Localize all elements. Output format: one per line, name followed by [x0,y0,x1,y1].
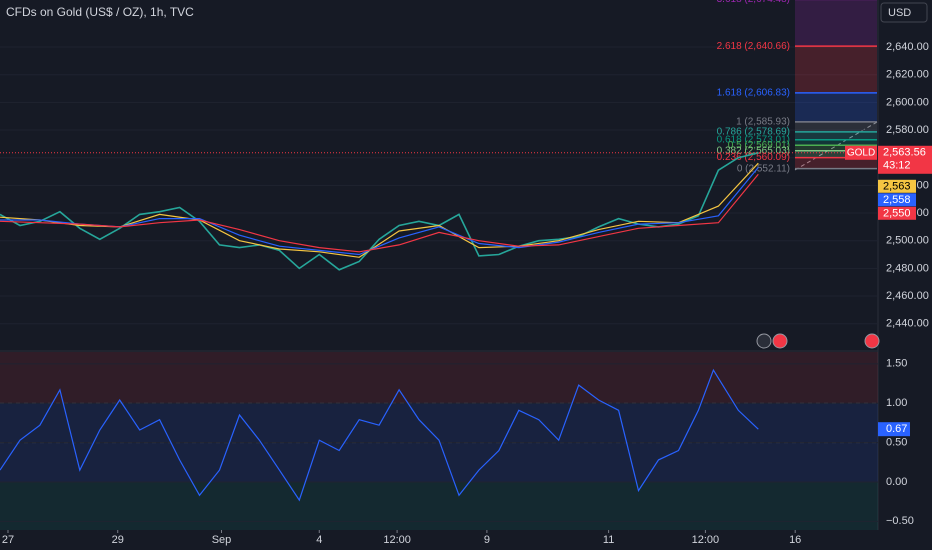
x-tick-label: Sep [212,534,232,546]
y-tick-label: 2,480.00 [886,262,929,274]
x-tick-label: 29 [112,534,124,546]
x-tick-label: 12:00 [383,534,411,546]
y-tick-label: 0.50 [886,436,907,448]
x-tick-label: 4 [316,534,322,546]
fib-label: 2.618 (2,640.66) [717,41,790,52]
currency: USD [888,7,911,19]
y-tick-label: 2,460.00 [886,290,929,302]
fib-zone [795,150,877,158]
x-tick-label: 16 [789,534,801,546]
series-line [0,368,759,502]
y-tick-label: 2,440.00 [886,318,929,330]
fib-label: 0.5 (2,569.01) [728,140,790,151]
x-tick-label: 9 [484,534,490,546]
fib-zone [795,131,877,140]
currency-box [880,2,928,23]
y-tick-label: 1.50 [886,358,907,370]
icon[interactable] [864,333,880,349]
ma-label: 2,563 [883,181,911,193]
fib-zone [795,157,877,169]
ma-label: 2,550 [883,208,911,220]
y-tick-label: 2,500.00 [886,235,929,247]
ma-label: 2,558 [883,194,911,206]
fib-label: 0.786 (2,578.69) [717,126,790,137]
fib-zone [795,139,877,146]
ma-box [878,206,916,220]
zone [0,352,878,404]
fib-label: 3.618 (2,674.48) [717,0,790,5]
fib-zone [795,145,877,151]
fib-label: 0.236 (2,560.09) [717,152,790,163]
series-line [0,162,759,258]
x-tick-label: 12:00 [692,534,720,546]
symbol-label: GOLD [847,147,875,158]
fib-zone [795,92,877,122]
fib-zone [795,0,877,47]
series-line [0,173,759,253]
fib-zone [795,121,877,132]
y-tick-label: 0.00 [886,476,907,488]
price-box [878,145,932,174]
symbol-box [845,145,877,160]
fib-label: 0.382 (2,565.03) [717,145,790,156]
value-label: 0.67 [886,423,907,435]
ma-box [878,179,916,193]
countdown: 43:12 [883,160,911,172]
y-tick-label: 2,640.00 [886,41,929,53]
y-tick-label: −0.50 [886,515,914,527]
fib-label: 1.618 (2,606.83) [717,88,790,99]
series-line [0,167,759,256]
value-box [878,422,910,437]
x-tick-label: 27 [2,534,14,546]
fib-label: 0 (2,552.11) [737,163,790,174]
y-tick-label: 1.00 [886,397,907,409]
icon[interactable] [772,333,788,349]
chart-title: CFDs on Gold (US$ / OZ), 1h, TVC [6,5,194,19]
fib-zone [795,46,877,93]
fib-label: 0.618 (2,573.01) [717,134,790,145]
zone [0,481,878,530]
ma-box [878,193,916,207]
y-tick-label: 2,580.00 [886,124,929,136]
price-label: 2,563.56 [883,147,926,159]
fib-label: 1 (2,585.93) [736,116,790,127]
icon[interactable] [756,333,772,349]
x-tick-label: 11 [603,534,614,546]
y-tick-label: 2,600.00 [886,96,929,108]
y-tick-label: 2,620.00 [886,69,929,81]
